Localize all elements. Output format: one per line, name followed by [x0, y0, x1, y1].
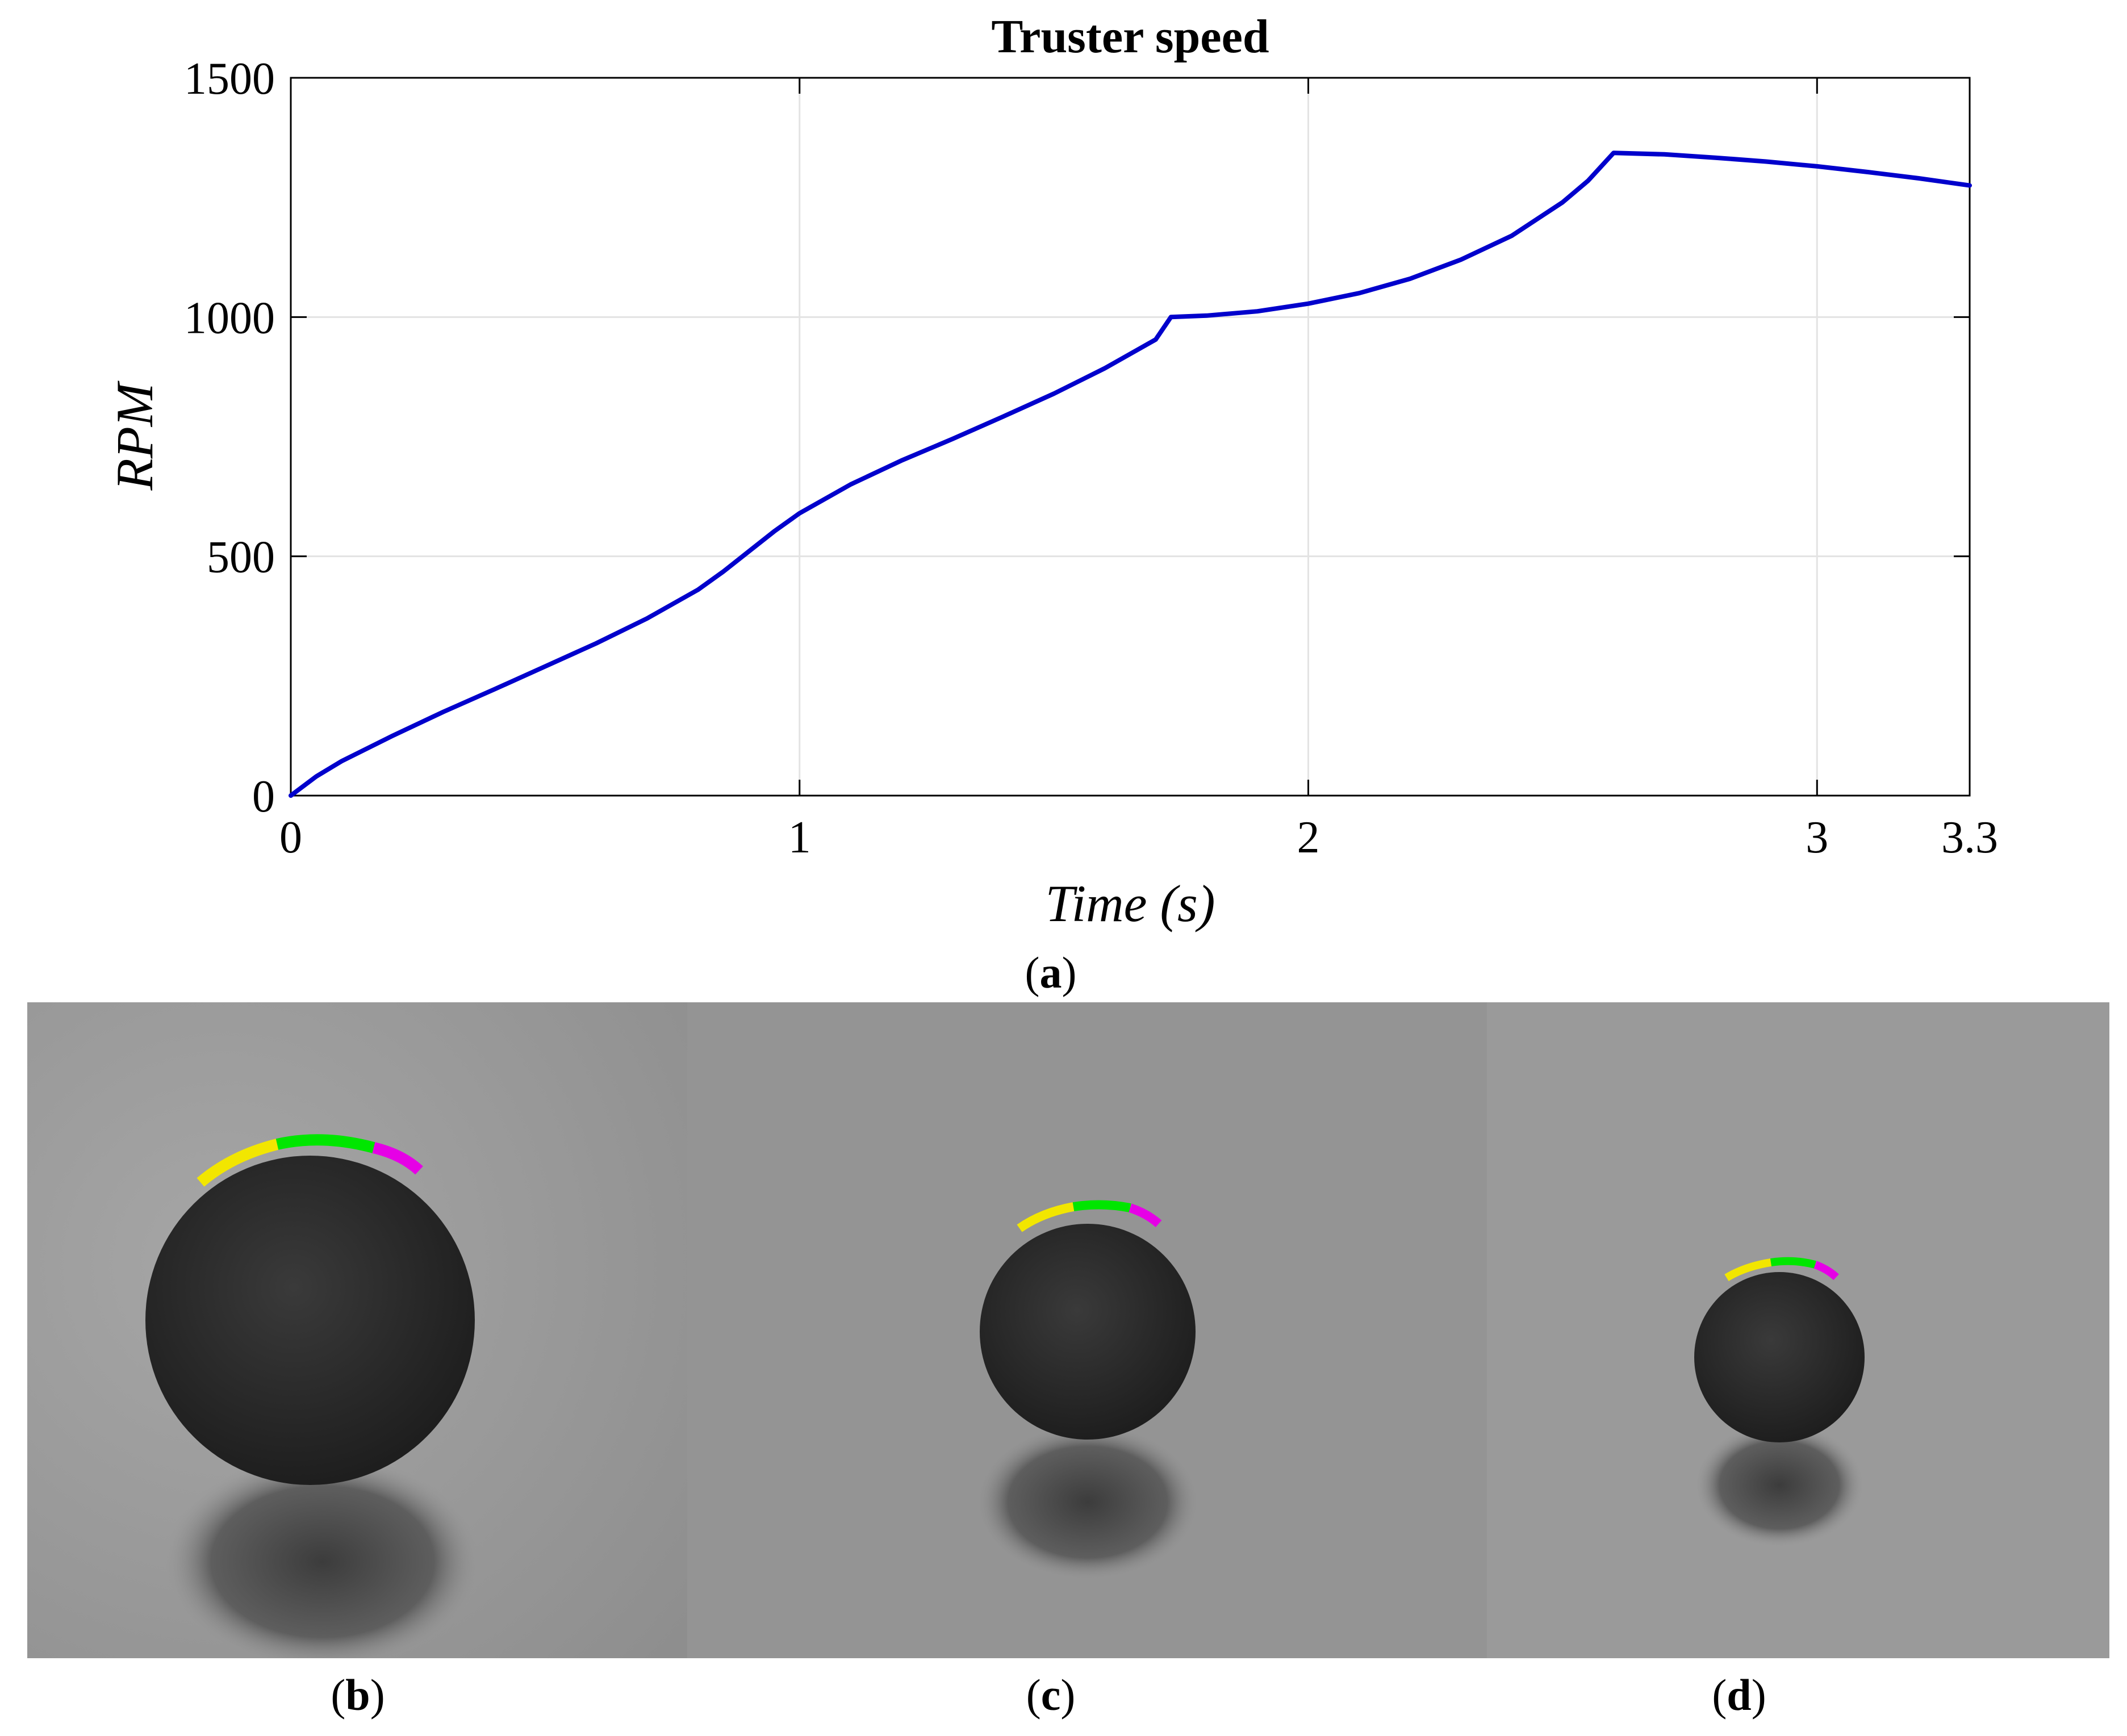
edge-marker-c-green [1072, 1200, 1131, 1212]
x-tick-label: 0 [279, 813, 302, 863]
caption-d-letter: d [1727, 1670, 1752, 1720]
photo-panel-d [1487, 1002, 2109, 1658]
x-axis-label: Time (s) [1046, 875, 1215, 932]
edge-marker-c-yellow [1017, 1202, 1075, 1232]
x-tick-label: 2 [1297, 813, 1320, 863]
shadow-b [164, 1454, 482, 1658]
series-line-0 [289, 150, 1972, 798]
series-layer [289, 150, 1972, 798]
grid [291, 78, 1970, 796]
photo-panel-c [687, 1002, 1487, 1658]
ball-d [1694, 1272, 1865, 1442]
y-tick-label: 0 [252, 772, 275, 822]
edge-marker-d-green [1770, 1257, 1816, 1269]
caption-c: (c) [1026, 1670, 1076, 1720]
photo-d-image [1487, 1002, 2109, 1658]
photo-c-image [687, 1002, 1487, 1658]
ball-b [145, 1156, 475, 1485]
caption-c-letter: c [1040, 1670, 1061, 1720]
photo-b-image [27, 1002, 687, 1658]
caption-d: (d) [1712, 1670, 1766, 1720]
x-tick-label: 3 [1806, 813, 1828, 863]
edge-marker-d-yellow [1724, 1258, 1772, 1282]
chart-title: Truster speed [991, 10, 1269, 63]
edge-marker-b-green [275, 1134, 375, 1153]
edge-marker-c-magenta [1129, 1203, 1162, 1228]
edge-marker-b-yellow [197, 1139, 279, 1187]
y-tick-label: 1000 [184, 293, 275, 343]
x-tick-label: 1 [788, 813, 811, 863]
plot-area-frame [290, 77, 1971, 797]
y-tick-label: 500 [207, 533, 275, 583]
caption-b-letter: b [345, 1670, 370, 1720]
photo-panel-b [27, 1002, 687, 1658]
edge-marker-b-magenta [372, 1142, 423, 1175]
shadow-d [1694, 1423, 1865, 1547]
chart-truster-speed: Truster speed 0 1 2 3 3.3 0 500 1000 1500 Time (… [106, 10, 1998, 932]
caption-b: (b) [331, 1670, 385, 1720]
caption-a: (a) [1025, 948, 1077, 997]
y-tick-label: 1500 [184, 54, 275, 104]
x-tick-label: 3.3 [1941, 813, 1998, 863]
ball-c [980, 1224, 1196, 1440]
edge-marker-d-magenta [1813, 1261, 1839, 1281]
axis-ticks: 0 1 2 3 3.3 0 500 1000 1500 [184, 54, 1998, 863]
caption-a-letter: a [1039, 948, 1062, 997]
shadow-c [974, 1423, 1201, 1582]
y-axis-label: RPM [106, 380, 164, 491]
